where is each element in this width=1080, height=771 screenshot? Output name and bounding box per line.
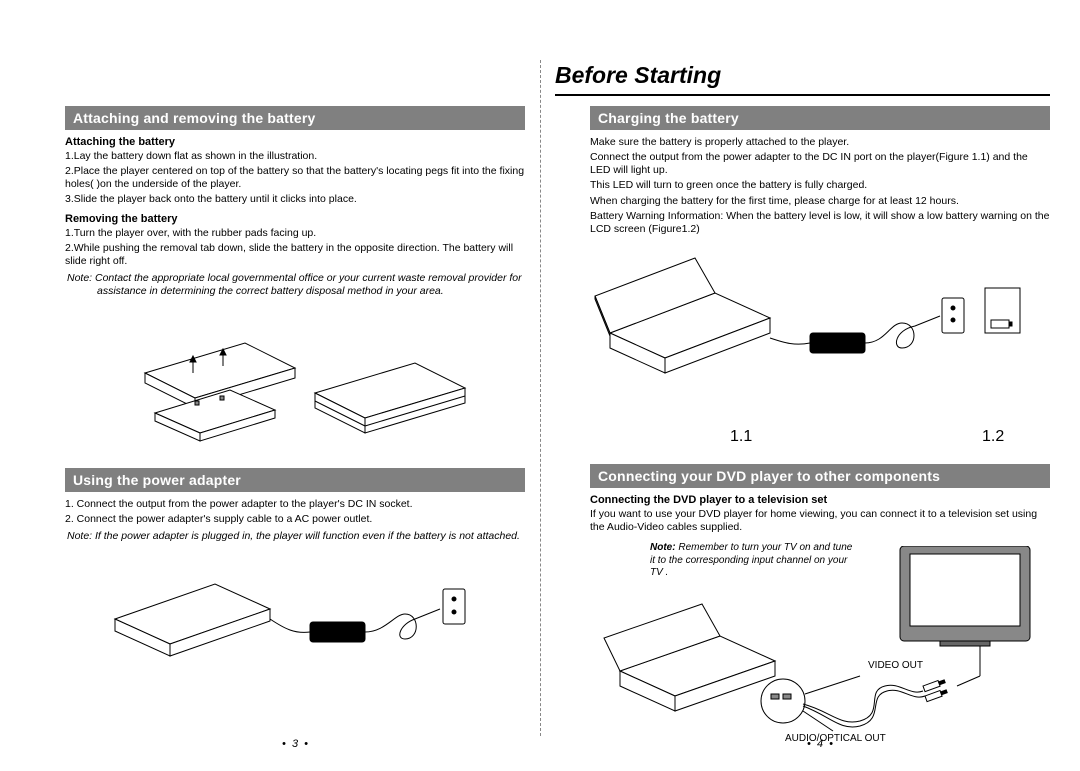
- callout-video-out: VIDEO OUT: [868, 660, 923, 671]
- section-bar-adapter: Using the power adapter: [65, 468, 525, 492]
- illustration-adapter: [95, 554, 495, 664]
- title-rule: [555, 94, 1050, 96]
- text-adapter-1: 1. Connect the output from the power ada…: [65, 498, 525, 511]
- text-attach-3: 3.Slide the player back onto the battery…: [65, 193, 525, 206]
- illustration-battery: [115, 308, 475, 458]
- text-charge-3: This LED will turn to green once the bat…: [590, 179, 1050, 192]
- page-number-right: • 4 •: [770, 738, 870, 750]
- bullet-icon: •: [823, 738, 833, 750]
- right-column: Charging the battery Make sure the batte…: [590, 100, 1050, 766]
- text-remove-1: 1.Turn the player over, with the rubber …: [65, 227, 525, 240]
- left-column: Attaching and removing the battery Attac…: [65, 100, 525, 674]
- text-charge-4: When charging the battery for the first …: [590, 195, 1050, 208]
- page-divider: [540, 60, 541, 736]
- text-charge-1: Make sure the battery is properly attach…: [590, 136, 1050, 149]
- page-title: Before Starting: [555, 62, 721, 89]
- text-tv-1: If you want to use your DVD player for h…: [590, 508, 1050, 534]
- page-number-left: • 3 •: [245, 738, 345, 750]
- subhead-attaching: Attaching the battery: [65, 136, 525, 148]
- text-attach-2: 2.Place the player centered on top of th…: [65, 165, 525, 191]
- text-charge-5: Battery Warning Information: When the ba…: [590, 210, 1050, 236]
- text-remove-2: 2.While pushing the removal tab down, sl…: [65, 242, 525, 268]
- section-bar-charging: Charging the battery: [590, 106, 1050, 130]
- text-charge-2: Connect the output from the power adapte…: [590, 151, 1050, 177]
- subhead-tv: Connecting the DVD player to a televisio…: [590, 494, 1050, 506]
- subhead-removing: Removing the battery: [65, 213, 525, 225]
- section-bar-attaching: Attaching and removing the battery: [65, 106, 525, 130]
- note-adapter: Note: If the power adapter is plugged in…: [65, 530, 525, 543]
- bullet-icon: •: [807, 738, 817, 750]
- figure-label-1-2: 1.2: [982, 428, 1004, 446]
- figure-label-1-1: 1.1: [730, 428, 752, 446]
- section-bar-connecting: Connecting your DVD player to other comp…: [590, 464, 1050, 488]
- note-disposal: Note: Contact the appropriate local gove…: [65, 272, 525, 298]
- text-attach-1: 1.Lay the battery down flat as shown in …: [65, 150, 525, 163]
- illustration-charging: [580, 248, 1030, 438]
- bullet-icon: •: [282, 738, 292, 750]
- text-adapter-2: 2. Connect the power adapter's supply ca…: [65, 513, 525, 526]
- bullet-icon: •: [298, 738, 308, 750]
